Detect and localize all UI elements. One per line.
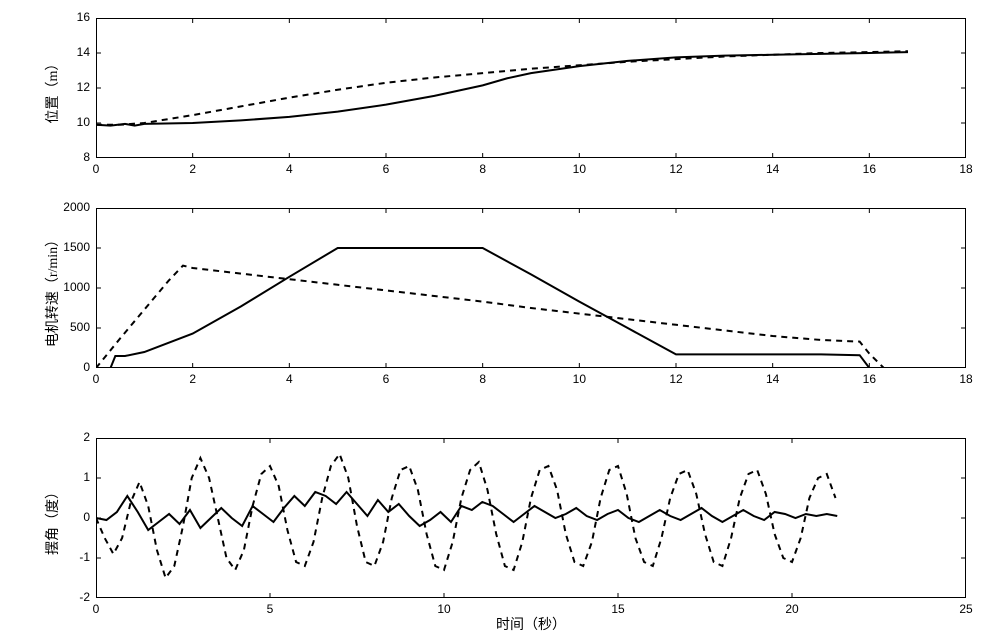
- plot-motor_speed: [96, 208, 966, 368]
- xtick-label: 14: [761, 162, 785, 176]
- ytick-label: 8: [56, 150, 90, 164]
- xtick-label: 0: [84, 162, 108, 176]
- plot-swing_angle: [96, 438, 966, 598]
- series-solid: [96, 492, 837, 530]
- series-solid: [96, 52, 908, 126]
- xtick-label: 4: [277, 162, 301, 176]
- axis-box: [97, 209, 966, 368]
- xlabel-swing_angle: 时间（秒）: [96, 614, 966, 634]
- xtick-label: 18: [954, 162, 978, 176]
- panel-position: 位置（m）024681012141618810121416: [96, 18, 966, 158]
- xtick-label: 14: [761, 372, 785, 386]
- axis-box: [97, 19, 966, 158]
- xtick-label: 10: [432, 602, 456, 616]
- series-dashed: [96, 266, 908, 368]
- xtick-label: 20: [780, 602, 804, 616]
- xtick-label: 0: [84, 602, 108, 616]
- xtick-label: 15: [606, 602, 630, 616]
- xtick-label: 0: [84, 372, 108, 386]
- ytick-label: 2: [56, 430, 90, 444]
- ytick-label: 16: [56, 10, 90, 24]
- xtick-label: 12: [664, 162, 688, 176]
- plot-position: [96, 18, 966, 158]
- ytick-label: 0: [56, 510, 90, 524]
- ytick-label: 1000: [56, 280, 90, 294]
- ytick-label: 10: [56, 115, 90, 129]
- panel-motor_speed: 电机转速（r/min）02468101214161805001000150020…: [96, 208, 966, 368]
- ytick-label: 0: [56, 360, 90, 374]
- xtick-label: 10: [567, 372, 591, 386]
- ytick-label: 12: [56, 80, 90, 94]
- series-dashed: [96, 51, 908, 125]
- series-dashed: [96, 454, 836, 578]
- xtick-label: 2: [181, 372, 205, 386]
- ytick-label: 1500: [56, 240, 90, 254]
- xtick-label: 6: [374, 372, 398, 386]
- ytick-label: 2000: [56, 200, 90, 214]
- xtick-label: 5: [258, 602, 282, 616]
- xtick-label: 16: [857, 372, 881, 386]
- xtick-label: 10: [567, 162, 591, 176]
- ytick-label: -2: [56, 590, 90, 604]
- ytick-label: 1: [56, 470, 90, 484]
- xtick-label: 12: [664, 372, 688, 386]
- xtick-label: 2: [181, 162, 205, 176]
- xtick-label: 8: [471, 372, 495, 386]
- axis-box: [97, 439, 966, 598]
- ytick-label: 14: [56, 45, 90, 59]
- xtick-label: 6: [374, 162, 398, 176]
- xtick-label: 4: [277, 372, 301, 386]
- panel-swing_angle: 摆角（度）时间（秒）0510152025-2-1012: [96, 438, 966, 598]
- ytick-label: 500: [56, 320, 90, 334]
- xtick-label: 18: [954, 372, 978, 386]
- xtick-label: 25: [954, 602, 978, 616]
- ytick-label: -1: [56, 550, 90, 564]
- series-solid: [96, 248, 908, 368]
- figure-root: 位置（m）024681012141618810121416 电机转速（r/min）…: [0, 0, 1000, 640]
- xtick-label: 16: [857, 162, 881, 176]
- xtick-label: 8: [471, 162, 495, 176]
